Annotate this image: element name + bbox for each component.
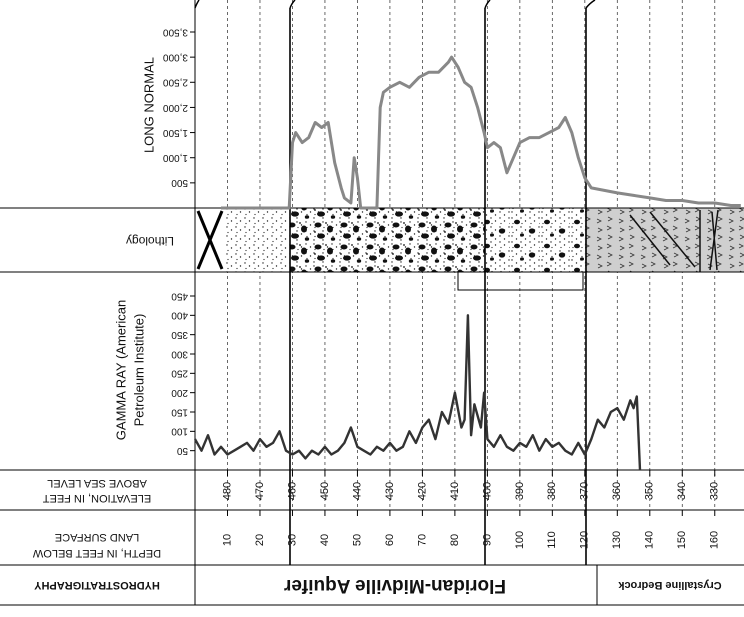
y-tick-label: 50 [176,445,188,456]
elevation-tick-label: 330 [709,482,721,500]
elevation-tick-label: 430 [384,482,396,500]
depth-tick-label: 120 [579,531,591,549]
unit-label: Floridan-Midville Aquifer [283,575,506,596]
elevation-tick-label: 470 [254,482,266,500]
y-tick-label: 250 [171,368,188,379]
y-tick-label: 3,500 [163,26,188,37]
y-tick-label: 400 [171,310,188,321]
depth-tick-label: 140 [644,531,656,549]
depth-tick-label: 60 [384,534,396,546]
elevation-tick-label: 450 [319,482,331,500]
y-tick-label: 200 [171,387,188,398]
y-tick-label: 450 [171,290,188,301]
axis-label: ABOVE SEA LEVEL [47,477,147,489]
axis-label: DEPTH, IN FEET BELOW [32,547,161,559]
elevation-tick-label: 440 [351,482,363,500]
lithology-unit [485,208,585,272]
depth-tick-label: 110 [546,531,558,549]
depth-tick-label: 70 [416,534,428,546]
depth-tick-label: 150 [676,531,688,549]
axis-label: LAND SURFACE [55,531,139,543]
y-tick-label: 100 [171,426,188,437]
data-line [193,314,642,471]
lithology-unit [225,208,290,272]
sample-interval [457,271,584,291]
depth-tick-label: 50 [351,534,363,546]
panel-title: Petroleum Institute) [131,314,146,427]
elevation-tick-label: 480 [221,482,233,500]
header-title: HYDROSTRATIGRAPHY [33,579,159,591]
depth-tick-label: 90 [481,534,493,546]
y-tick-label: 3,000 [163,52,188,63]
depth-tick-label: 40 [319,534,331,546]
panel-title: GAMMA RAY (American [113,300,128,440]
y-tick-label: 300 [171,348,188,359]
elevation-tick-label: 370 [579,482,591,500]
y-tick-label: 350 [171,329,188,340]
y-tick-label: 2,000 [163,102,188,113]
y-tick-label: 150 [171,406,188,417]
lithology-unit [585,208,744,272]
no-sample-mark [196,210,224,270]
foliation [629,209,719,272]
unit-label: Crystalline Bedrock [617,579,721,591]
y-tick-label: 2,500 [163,77,188,88]
contact-curve [194,0,596,9]
elevation-tick-label: 350 [644,482,656,500]
y-tick-label: 1,000 [163,152,188,163]
lithology-unit [290,208,485,272]
y-tick-label: 1,500 [163,127,188,138]
depth-tick-label: 20 [254,534,266,546]
elevation-tick-label: 360 [611,482,623,500]
elevation-tick-label: 390 [514,482,526,500]
lithology-label: Lithology [126,234,174,248]
y-tick-label: 500 [171,177,188,188]
data-line [221,55,741,210]
elevation-tick-label: 400 [481,482,493,500]
panel-title: LONG NORMAL [141,57,156,153]
elevation-tick-label: 460 [286,482,298,500]
axis-label: ELEVATION, IN FEET [43,492,152,504]
depth-tick-label: 130 [611,531,623,549]
depth-tick-label: 100 [514,531,526,549]
elevation-tick-label: 410 [449,482,461,500]
depth-tick-label: 10 [221,534,233,546]
depth-tick-label: 160 [709,531,721,549]
depth-tick-label: 80 [449,534,461,546]
elevation-tick-label: 420 [416,482,428,500]
lithology-column [195,208,744,291]
elevation-tick-label: 380 [546,482,558,500]
elevation-tick-label: 340 [676,482,688,500]
depth-tick-label: 30 [286,534,298,546]
